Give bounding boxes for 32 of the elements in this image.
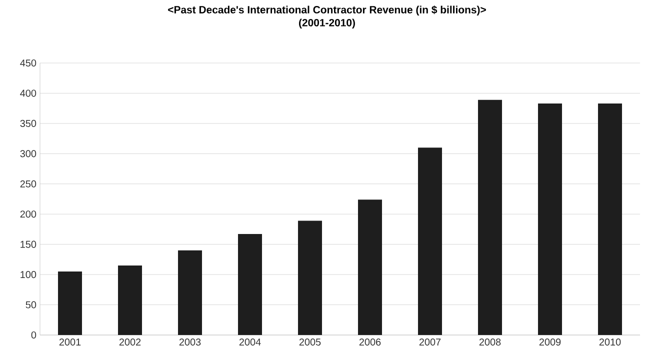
bar <box>298 220 322 335</box>
y-tick-label: 450 <box>20 59 36 67</box>
chart-title: <Past Decade's International Contractor Revenue (in $ billions)> <box>168 6 486 16</box>
y-tick-label: 0 <box>31 331 36 339</box>
x-tick-label: 2003 <box>179 338 201 346</box>
y-tick-label: 150 <box>20 240 36 248</box>
x-tick-label: 2009 <box>539 338 561 346</box>
y-tick-label: 350 <box>20 120 36 127</box>
bar <box>358 200 382 335</box>
chart-subtitle: (2001-2010) <box>299 18 355 28</box>
y-tick-label: 400 <box>20 90 36 97</box>
bar <box>238 234 262 335</box>
x-tick-label: 2008 <box>479 338 501 346</box>
y-tick-label: 250 <box>20 180 36 188</box>
bar <box>178 250 202 335</box>
x-tick-label: 2001 <box>59 338 81 346</box>
x-tick-label: 2006 <box>359 338 381 346</box>
y-tick-label: 300 <box>20 150 36 158</box>
x-tick-label: 2010 <box>599 338 621 346</box>
x-tick-label: 2004 <box>239 338 261 346</box>
y-tick-label: 200 <box>20 210 36 218</box>
bar <box>58 272 82 335</box>
y-tick-label: 100 <box>20 271 36 278</box>
bar <box>598 103 622 335</box>
x-tick-label: 2007 <box>419 338 441 346</box>
bar <box>478 100 502 335</box>
y-tick-label: 50 <box>26 301 36 308</box>
bar <box>118 265 142 335</box>
bar <box>538 103 562 335</box>
x-tick-label: 2002 <box>119 338 141 346</box>
x-tick-label: 2005 <box>299 338 321 346</box>
bar <box>418 148 442 335</box>
